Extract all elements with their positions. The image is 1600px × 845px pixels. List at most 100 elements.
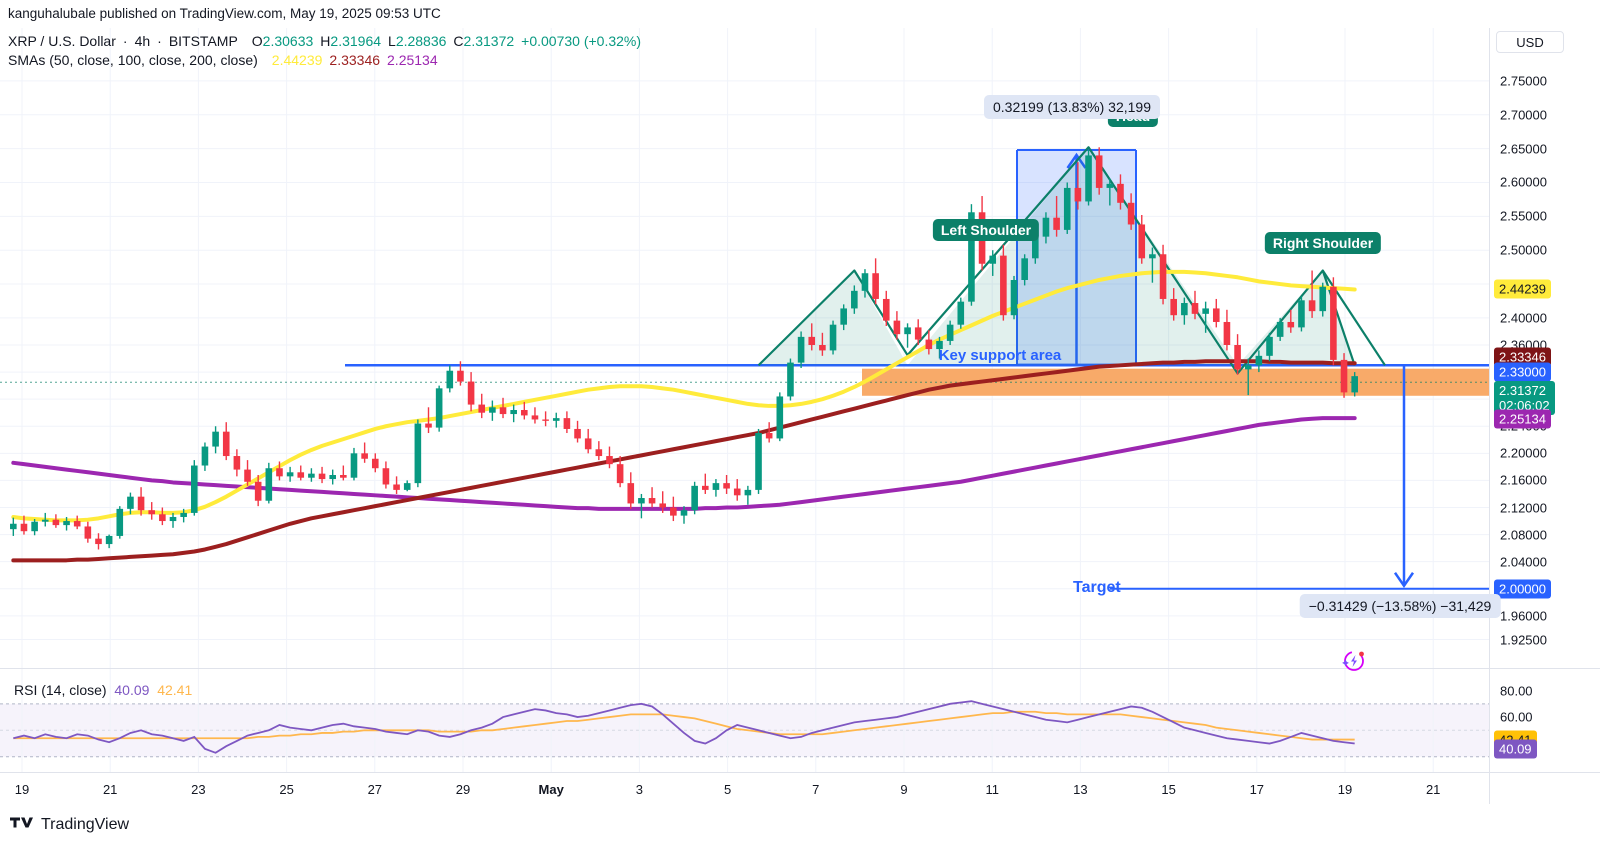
candle-body — [20, 523, 28, 532]
price-tick: 2.12000 — [1500, 500, 1547, 515]
candle-body — [797, 336, 805, 363]
currency-badge[interactable]: USD — [1496, 31, 1564, 53]
rsi-ma-line — [13, 710, 1355, 741]
rsi-line — [13, 700, 1355, 754]
head-fill — [907, 147, 1238, 366]
candle-body — [1138, 224, 1146, 259]
candle-body — [819, 344, 826, 351]
price-tick: 2.16000 — [1500, 472, 1547, 488]
candle-body — [1117, 183, 1124, 203]
tradingview-brand[interactable]: TradingView — [10, 806, 129, 844]
price-chart-canvas[interactable] — [0, 28, 1489, 668]
candle-body — [457, 370, 464, 382]
candle-body — [212, 431, 219, 447]
candle-body — [904, 327, 911, 335]
time-tick: 15 — [1161, 782, 1176, 797]
price-tick: 1.92500 — [1500, 632, 1547, 648]
candle-body — [308, 473, 315, 478]
candle-body — [584, 438, 592, 450]
time-tick: 11 — [985, 782, 999, 797]
candle-body — [190, 465, 198, 513]
candle-body — [1042, 217, 1050, 237]
sma-100-line — [11, 359, 1357, 563]
candle-body — [318, 473, 326, 480]
candle-body — [1181, 303, 1188, 316]
candle-body — [31, 521, 38, 532]
candle-body — [201, 446, 209, 466]
candle-body — [574, 428, 581, 439]
neckline-price-badge: 2.33000 — [1494, 362, 1551, 382]
sma100-price-badge: 2.33346 — [1494, 347, 1551, 367]
candle-body — [829, 324, 837, 351]
candle-body — [606, 456, 613, 465]
candle-body — [968, 212, 975, 302]
candle-body — [1170, 298, 1178, 316]
candle-body — [63, 521, 70, 526]
candle-body — [744, 489, 752, 496]
candle-body — [361, 453, 368, 459]
candle-body — [1287, 321, 1295, 328]
head-and-shoulders-trendline[interactable] — [757, 146, 1356, 375]
candle-body — [1319, 286, 1327, 312]
candle-body — [95, 538, 102, 545]
candle-body — [691, 485, 698, 511]
candle-body — [169, 516, 177, 522]
candle-body — [244, 469, 251, 482]
tradingview-logo-icon — [10, 815, 34, 835]
time-tick: 7 — [812, 782, 820, 797]
candle-body — [723, 483, 730, 489]
candle-body — [1212, 308, 1220, 322]
ai-spark-icon[interactable] — [1340, 648, 1366, 679]
candle-body — [595, 449, 603, 457]
candle-body — [403, 483, 411, 490]
candle-body — [148, 510, 156, 515]
price-axis[interactable]: 2.75000 2.70000 2.65000 2.60000 2.55000 2.500… — [1489, 28, 1600, 668]
candle-body — [1351, 376, 1358, 393]
rsi-legend-value: 40.09 — [114, 682, 150, 698]
rsi-value-badge: 40.09 — [1494, 739, 1537, 759]
time-tick: 23 — [191, 782, 206, 797]
time-tick: 13 — [1073, 782, 1088, 797]
candle-body — [1085, 155, 1092, 202]
time-axis[interactable]: 19 21 23 25 27 29 May 3 5 7 9 11 13 15 17 19 21 — [0, 772, 1489, 804]
candle-body — [755, 433, 762, 490]
rsi-pane[interactable] — [0, 668, 1489, 772]
rsi-chart-canvas[interactable] — [0, 669, 1489, 772]
publish-text: kanguhalubale published on TradingView.c… — [8, 6, 441, 21]
candle-body — [478, 404, 486, 413]
price-pane[interactable] — [0, 28, 1489, 668]
candle-body — [861, 273, 869, 291]
time-tick: 21 — [1425, 782, 1441, 797]
candle-body — [670, 507, 677, 516]
candle-body — [1149, 254, 1156, 259]
publish-info-bar: kanguhalubale published on TradingView.c… — [0, 0, 1600, 27]
rsi-legend: RSI (14, close) 40.09 42.41 — [14, 682, 192, 698]
candle-body — [52, 519, 60, 526]
time-tick: 25 — [279, 782, 294, 797]
right-shoulder-label: Right Shoulder — [1264, 232, 1382, 254]
time-tick: 19 — [1337, 782, 1353, 797]
price-tick: 2.60000 — [1500, 174, 1547, 190]
candle-body — [808, 336, 816, 345]
candle-body — [1191, 303, 1199, 314]
price-tick: 1.96000 — [1500, 608, 1547, 624]
candle-body — [1010, 279, 1018, 316]
candle-body — [329, 475, 336, 480]
candlestick-series[interactable] — [10, 147, 1358, 550]
candle-body — [701, 485, 709, 490]
time-tick: 21 — [102, 782, 118, 797]
candle-body — [510, 409, 517, 415]
candle-body — [616, 464, 624, 484]
rsi-legend-ma-value: 42.41 — [157, 682, 193, 698]
rsi-legend-title[interactable]: RSI (14, close) — [14, 682, 107, 698]
time-tick: 29 — [455, 782, 471, 797]
candle-body — [733, 488, 741, 496]
candle-body — [787, 362, 794, 397]
price-tick: 2.55000 — [1500, 208, 1547, 224]
candle-body — [127, 496, 134, 509]
time-tick: 5 — [723, 782, 732, 797]
candle-body — [340, 475, 347, 478]
candle-body — [350, 453, 358, 478]
